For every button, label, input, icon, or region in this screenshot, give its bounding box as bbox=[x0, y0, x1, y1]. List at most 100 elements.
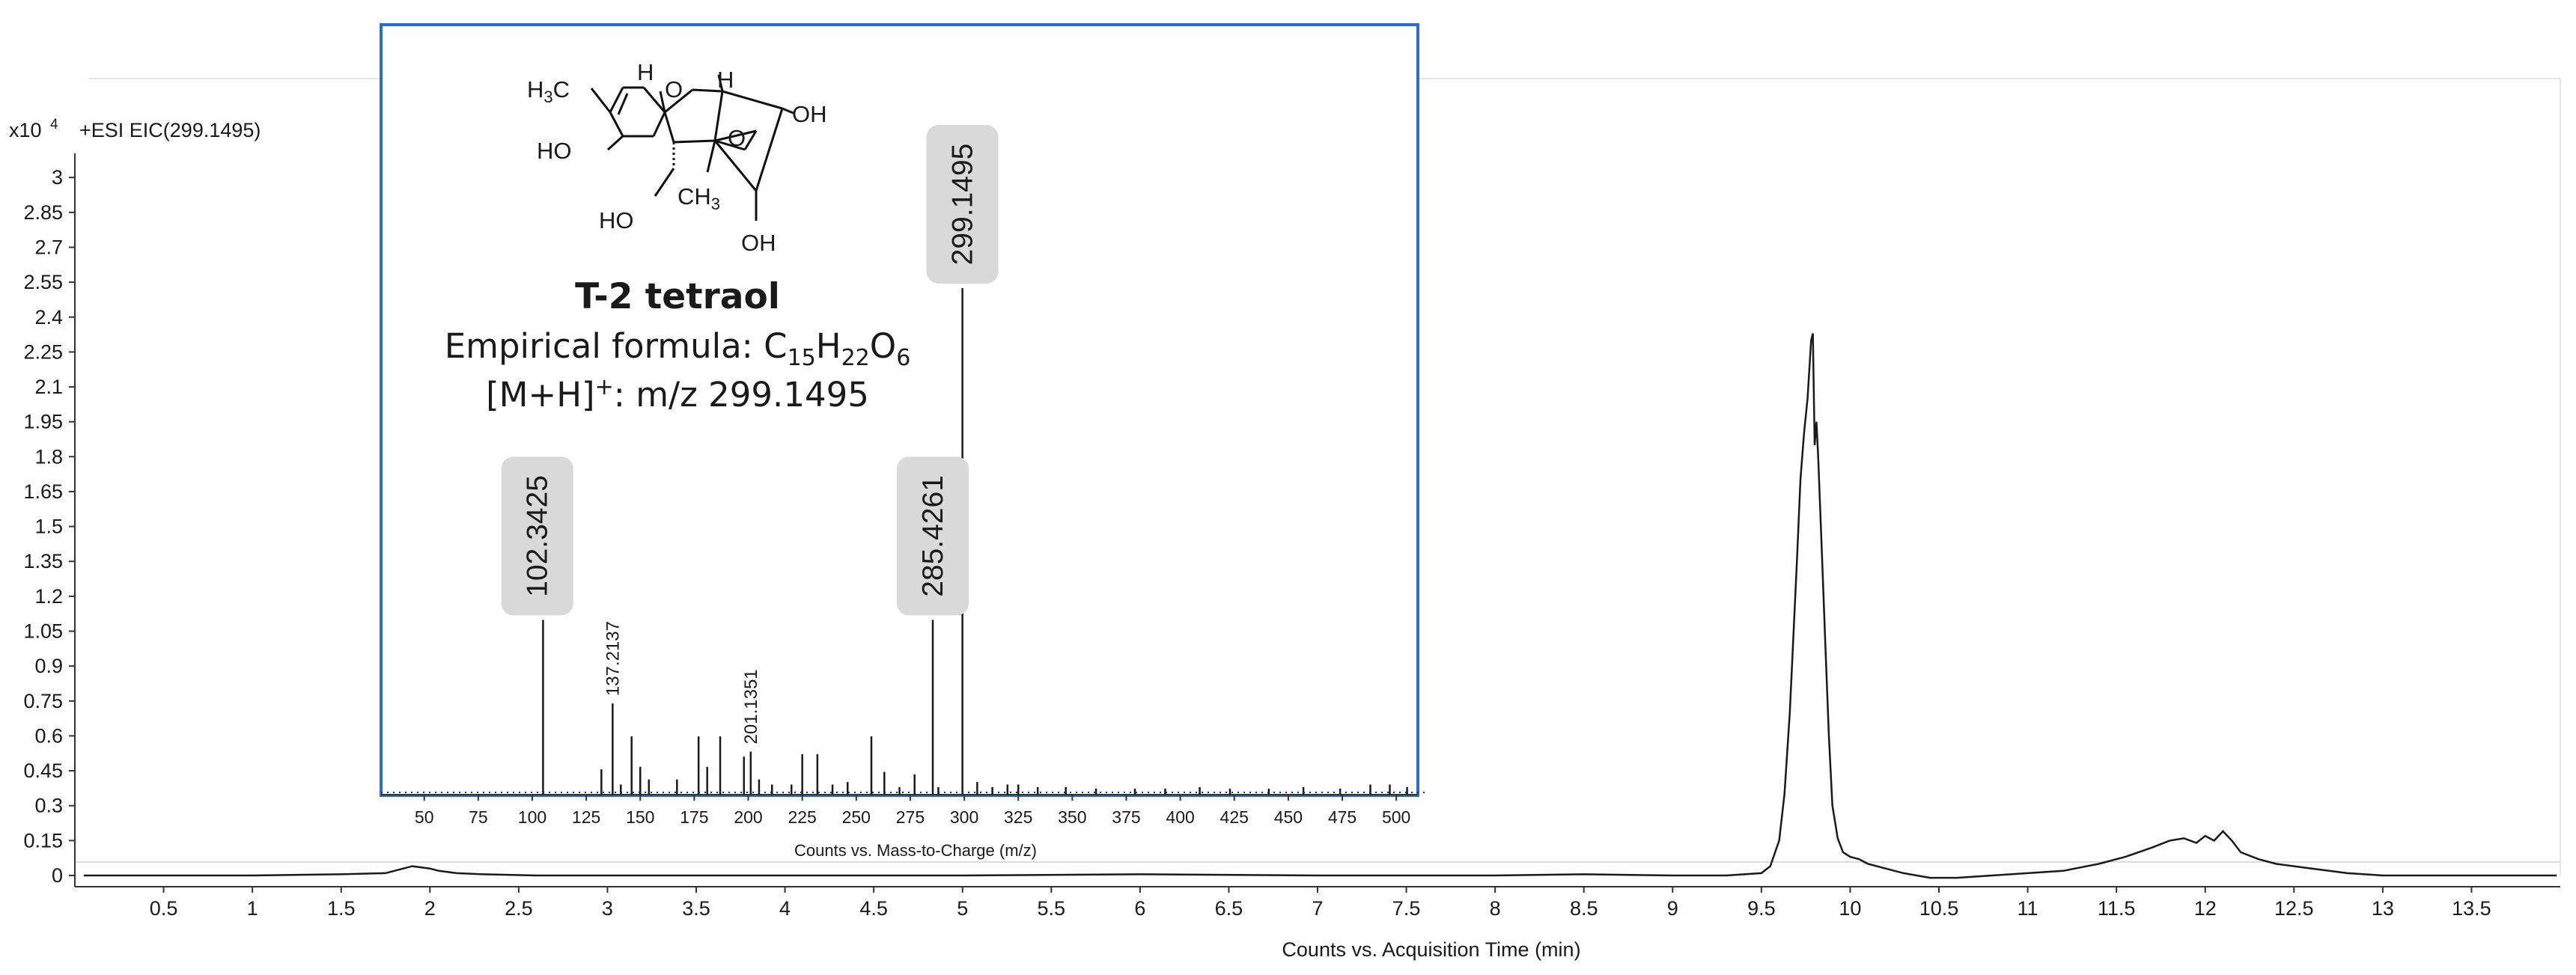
oh-bottom-label: OH bbox=[741, 230, 776, 256]
y-tick-label: 0.15 bbox=[23, 829, 63, 852]
y-tick-label: 1.5 bbox=[34, 516, 63, 538]
bond bbox=[642, 87, 666, 113]
bond bbox=[717, 74, 724, 92]
ms-x-tick-label: 350 bbox=[1058, 807, 1086, 827]
y-tick-label: 2.7 bbox=[34, 236, 63, 258]
peak-label: 285.4261 bbox=[917, 475, 949, 597]
ms-x-tick-label: 425 bbox=[1220, 807, 1249, 827]
y-axis-ticks: 0 0.15 0.3 0.45 0.6 0.75 0.9 1.05 1.2 1.35 1.5 1.65… bbox=[23, 166, 75, 887]
y-tick-label: 2.55 bbox=[23, 271, 63, 293]
y-tick-label: 1.05 bbox=[23, 620, 63, 643]
x-tick-label: 5 bbox=[957, 897, 968, 920]
y-tick-label: 2.25 bbox=[23, 340, 63, 363]
formula-o: O bbox=[870, 326, 896, 366]
y-tick-label: 1.2 bbox=[34, 585, 63, 608]
x-tick-label: 13.5 bbox=[2452, 897, 2491, 920]
x-tick-label: 2.5 bbox=[505, 897, 533, 920]
ms-x-tick-label: 75 bbox=[469, 807, 488, 827]
ch3-label: CH3 bbox=[678, 183, 720, 213]
bond bbox=[743, 130, 758, 150]
ion-sup: + bbox=[595, 374, 614, 400]
x-tick-label: 9.5 bbox=[1747, 897, 1776, 920]
bond bbox=[706, 140, 716, 173]
bond bbox=[673, 139, 716, 144]
ms-x-tick-label: 300 bbox=[950, 807, 978, 827]
formula-h: H bbox=[816, 326, 841, 366]
y-tick-label: 3 bbox=[52, 166, 63, 189]
h3c-sub: 3 bbox=[543, 88, 552, 106]
x-tick-label: 10 bbox=[1839, 897, 1861, 920]
bond bbox=[590, 88, 612, 113]
ms-x-axis-title: Counts vs. Mass-to-Charge (m/z) bbox=[794, 841, 1037, 860]
ms-x-tick-label: 200 bbox=[734, 807, 762, 827]
bond bbox=[722, 90, 783, 110]
y-tick-label: 2.85 bbox=[23, 201, 63, 224]
h3c-c: C bbox=[553, 76, 570, 103]
formula-h-sub: 22 bbox=[841, 345, 870, 371]
bond bbox=[782, 107, 796, 115]
y-tick-label: 1.8 bbox=[34, 445, 63, 468]
formula-c-sub: 15 bbox=[788, 345, 816, 371]
formula-prefix: Empirical formula: bbox=[445, 326, 764, 366]
bond bbox=[692, 88, 723, 93]
y-tick-label: 0.9 bbox=[34, 655, 63, 677]
bond bbox=[609, 87, 624, 113]
ms-x-tick-label: 275 bbox=[896, 807, 925, 827]
x-tick-label: 12 bbox=[2194, 897, 2217, 920]
o-epoxide-label: O bbox=[728, 125, 746, 151]
bond bbox=[663, 111, 675, 143]
ms-x-tick-label: 150 bbox=[626, 807, 654, 827]
x-tick-label: 6 bbox=[1134, 897, 1145, 920]
bond bbox=[755, 108, 784, 192]
bond bbox=[664, 88, 693, 114]
ho-left-label: HO bbox=[537, 138, 572, 164]
bond bbox=[659, 91, 666, 113]
y-tick-label: 0 bbox=[52, 864, 63, 887]
x-tick-label: 13 bbox=[2372, 897, 2394, 920]
x-tick-label: 11.5 bbox=[2098, 897, 2136, 920]
x-tick-label: 1.5 bbox=[327, 897, 356, 920]
bond bbox=[714, 139, 746, 151]
peak-label: 137.2137 bbox=[603, 621, 623, 696]
y-tick-label: 0.75 bbox=[23, 690, 63, 712]
ms-x-tick-label: 175 bbox=[680, 807, 708, 827]
y-tick-label: 2.1 bbox=[34, 376, 63, 398]
peak-label: 299.1495 bbox=[947, 144, 979, 266]
bond bbox=[713, 91, 724, 141]
ms-x-tick-label: 100 bbox=[518, 807, 546, 827]
exponent-value: 4 bbox=[50, 117, 58, 132]
x-tick-label: 2 bbox=[424, 897, 436, 920]
x-tick-label: 7.5 bbox=[1392, 897, 1421, 920]
h-top2-label: H bbox=[717, 67, 734, 93]
ch3-sub: 3 bbox=[711, 195, 720, 213]
x-tick-label: 4 bbox=[779, 897, 791, 920]
ho-bottom-label: HO bbox=[599, 207, 634, 233]
x-tick-label: 1 bbox=[247, 897, 258, 920]
h3c-label: H3C bbox=[527, 76, 570, 106]
x-tick-label: 10.5 bbox=[1919, 897, 1959, 920]
h3c-h: H bbox=[527, 76, 543, 103]
bond bbox=[713, 140, 758, 192]
y-tick-label: 1.35 bbox=[23, 550, 63, 572]
x-tick-label: 3.5 bbox=[682, 897, 710, 920]
y-tick-label: 0.3 bbox=[34, 795, 63, 817]
y-tick-label: 0.6 bbox=[34, 724, 63, 747]
y-tick-label: 0.45 bbox=[23, 759, 63, 782]
peak-label: 102.3425 bbox=[522, 475, 554, 597]
compound-name: T-2 tetraol bbox=[575, 276, 780, 317]
ms-x-tick-label: 400 bbox=[1166, 807, 1194, 827]
ms-x-tick-label: 50 bbox=[415, 807, 434, 827]
bond bbox=[617, 93, 629, 115]
formula-o-sub: 6 bbox=[896, 345, 910, 371]
peak-label-box bbox=[897, 456, 969, 616]
eic-trace-line bbox=[83, 333, 2557, 879]
trace-label: +ESI EIC(299.1495) bbox=[79, 119, 261, 141]
peak-label-box bbox=[926, 125, 999, 284]
x-tick-label: 9 bbox=[1667, 897, 1678, 920]
structure-labels: H3C HO H O H OH O CH3 HO OH bbox=[527, 59, 827, 256]
ms-x-tick-label: 325 bbox=[1004, 807, 1032, 827]
x-tick-label: 12.5 bbox=[2274, 897, 2314, 920]
x-tick-label: 11 bbox=[2018, 897, 2038, 920]
x-tick-label: 3 bbox=[602, 897, 613, 920]
